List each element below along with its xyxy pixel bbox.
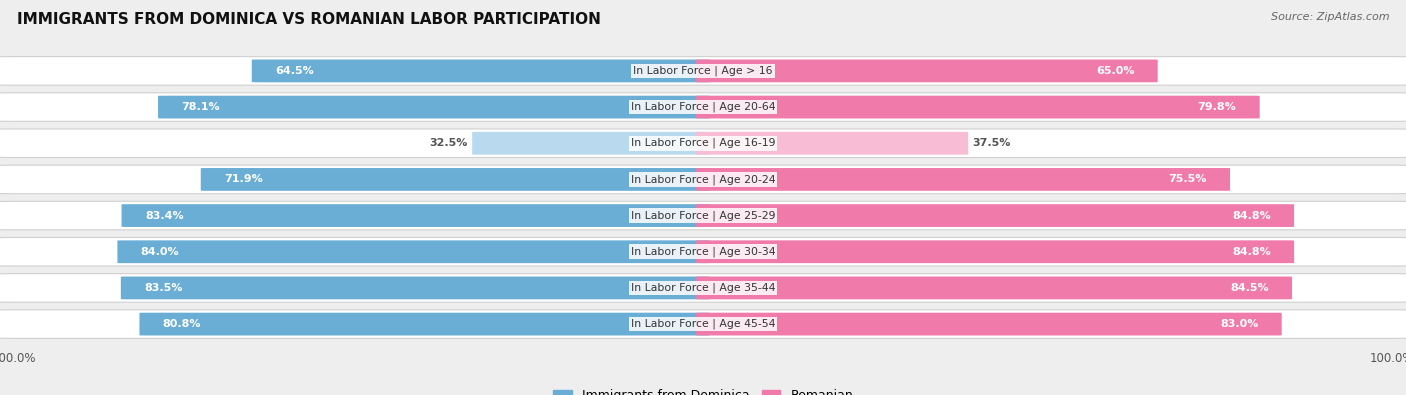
FancyBboxPatch shape: [0, 129, 1406, 158]
Text: 84.0%: 84.0%: [141, 247, 180, 257]
FancyBboxPatch shape: [0, 310, 1406, 339]
Text: In Labor Force | Age 30-34: In Labor Force | Age 30-34: [631, 246, 775, 257]
Text: 83.4%: 83.4%: [145, 211, 184, 220]
Text: In Labor Force | Age 20-24: In Labor Force | Age 20-24: [631, 174, 775, 185]
FancyBboxPatch shape: [696, 241, 1294, 263]
Text: 84.5%: 84.5%: [1230, 283, 1268, 293]
Text: 65.0%: 65.0%: [1095, 66, 1135, 76]
Text: 71.9%: 71.9%: [224, 175, 263, 184]
Text: In Labor Force | Age 16-19: In Labor Force | Age 16-19: [631, 138, 775, 149]
FancyBboxPatch shape: [121, 276, 710, 299]
Text: In Labor Force | Age 25-29: In Labor Force | Age 25-29: [631, 210, 775, 221]
FancyBboxPatch shape: [472, 132, 710, 154]
Text: 64.5%: 64.5%: [276, 66, 314, 76]
Text: In Labor Force | Age 20-64: In Labor Force | Age 20-64: [631, 102, 775, 112]
Text: 80.8%: 80.8%: [163, 319, 201, 329]
Text: 32.5%: 32.5%: [430, 138, 468, 148]
FancyBboxPatch shape: [696, 132, 969, 154]
FancyBboxPatch shape: [252, 60, 710, 82]
FancyBboxPatch shape: [139, 313, 710, 335]
Text: 83.5%: 83.5%: [145, 283, 183, 293]
Text: In Labor Force | Age > 16: In Labor Force | Age > 16: [633, 66, 773, 76]
FancyBboxPatch shape: [0, 93, 1406, 121]
FancyBboxPatch shape: [696, 276, 1292, 299]
FancyBboxPatch shape: [201, 168, 710, 191]
FancyBboxPatch shape: [696, 204, 1294, 227]
FancyBboxPatch shape: [696, 313, 1282, 335]
Text: 84.8%: 84.8%: [1232, 247, 1271, 257]
Text: 37.5%: 37.5%: [973, 138, 1011, 148]
Text: Source: ZipAtlas.com: Source: ZipAtlas.com: [1271, 12, 1389, 22]
Text: 75.5%: 75.5%: [1168, 175, 1206, 184]
Text: 84.8%: 84.8%: [1232, 211, 1271, 220]
FancyBboxPatch shape: [157, 96, 710, 118]
Legend: Immigrants from Dominica, Romanian: Immigrants from Dominica, Romanian: [548, 384, 858, 395]
Text: 83.0%: 83.0%: [1220, 319, 1258, 329]
FancyBboxPatch shape: [0, 237, 1406, 266]
Text: IMMIGRANTS FROM DOMINICA VS ROMANIAN LABOR PARTICIPATION: IMMIGRANTS FROM DOMINICA VS ROMANIAN LAB…: [17, 12, 600, 27]
FancyBboxPatch shape: [0, 56, 1406, 85]
FancyBboxPatch shape: [118, 241, 710, 263]
Text: In Labor Force | Age 35-44: In Labor Force | Age 35-44: [631, 283, 775, 293]
FancyBboxPatch shape: [121, 204, 710, 227]
Text: 79.8%: 79.8%: [1198, 102, 1236, 112]
FancyBboxPatch shape: [696, 96, 1260, 118]
FancyBboxPatch shape: [0, 165, 1406, 194]
FancyBboxPatch shape: [696, 168, 1230, 191]
FancyBboxPatch shape: [0, 201, 1406, 230]
Text: 78.1%: 78.1%: [181, 102, 221, 112]
Text: In Labor Force | Age 45-54: In Labor Force | Age 45-54: [631, 319, 775, 329]
FancyBboxPatch shape: [696, 60, 1157, 82]
FancyBboxPatch shape: [0, 274, 1406, 302]
